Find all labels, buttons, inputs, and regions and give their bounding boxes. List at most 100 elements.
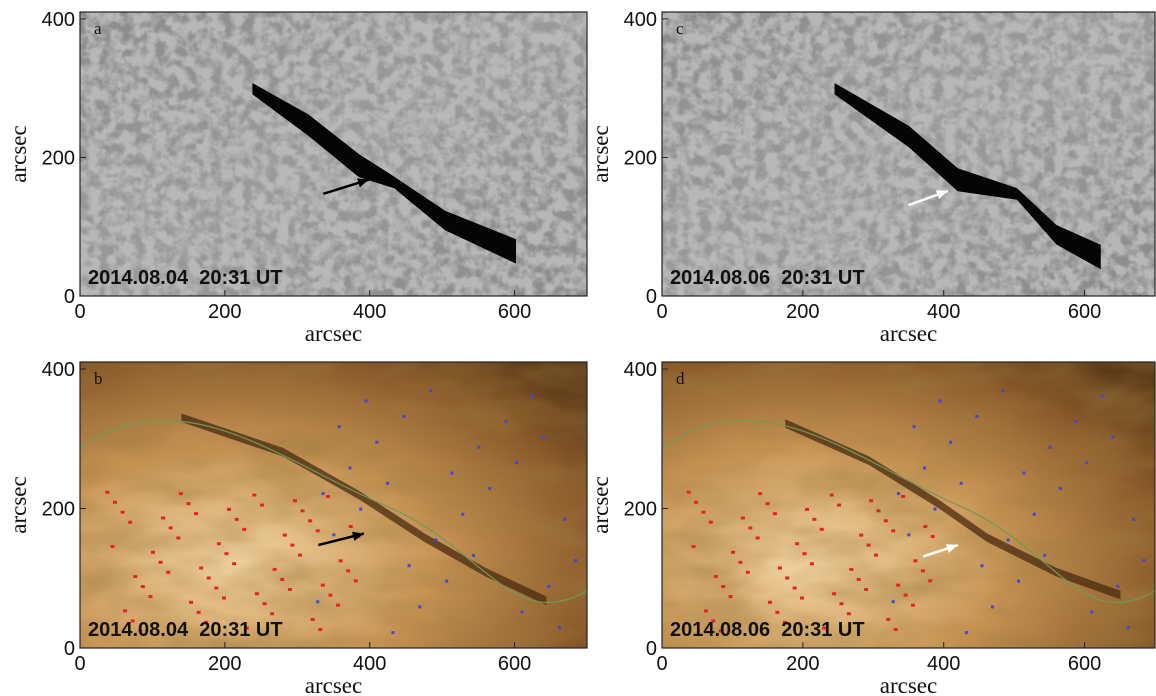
panel-letter: c (676, 19, 684, 38)
red-patch (782, 620, 787, 624)
red-patch (128, 520, 133, 524)
red-patch (928, 579, 933, 583)
y-tick-label: 400 (42, 9, 75, 31)
red-patch (353, 579, 358, 583)
red-patch (802, 552, 807, 556)
red-patch (903, 593, 908, 597)
red-patch (839, 602, 844, 606)
y-axis-label: arcsec (6, 125, 31, 182)
timestamp: 2014.08.06 20:31 UT (670, 267, 865, 289)
red-patch (819, 527, 824, 531)
red-patch (755, 536, 760, 540)
red-patch (244, 626, 249, 630)
red-patch (767, 600, 772, 604)
red-patch (829, 493, 834, 497)
red-patch (133, 575, 138, 579)
blue-patch (558, 625, 562, 629)
blue-patch (1022, 471, 1026, 475)
y-tick-label: 0 (64, 286, 75, 308)
red-patch (234, 517, 239, 521)
red-patch (189, 600, 194, 604)
red-patch (272, 567, 277, 571)
y-tick-label: 0 (646, 286, 657, 308)
blue-patch (1090, 610, 1094, 614)
red-patch (315, 529, 320, 533)
blue-patch (402, 414, 406, 418)
red-patch (930, 535, 935, 539)
image-texture (662, 362, 1155, 648)
red-patch (893, 627, 898, 631)
blue-patch (391, 631, 395, 635)
blue-patch (912, 425, 916, 429)
red-patch (328, 593, 333, 597)
y-tick-label: 200 (624, 147, 657, 169)
red-patch (287, 587, 292, 591)
blue-patch (520, 610, 524, 614)
red-patch (224, 552, 229, 556)
blue-patch (896, 492, 900, 496)
red-patch (282, 533, 287, 537)
y-tick-label: 200 (624, 498, 657, 520)
x-tick-label: 0 (656, 653, 667, 675)
timestamp: 2014.08.04 20:31 UT (88, 267, 283, 289)
blue-patch (1142, 559, 1146, 563)
timestamp: 2014.08.04 20:31 UT (88, 619, 283, 641)
x-axis-label: arcsec (880, 673, 937, 696)
arrow-head (945, 544, 958, 553)
x-tick-label: 600 (498, 301, 531, 323)
frame (79, 11, 588, 297)
red-patch (186, 502, 191, 506)
red-patch (214, 586, 219, 590)
y-axis-label: arcsec (588, 125, 613, 182)
x-tick-label: 0 (656, 301, 667, 323)
red-patch (777, 566, 782, 570)
arrow-head (935, 190, 948, 200)
red-patch (691, 545, 696, 549)
y-tick-label: 0 (64, 638, 75, 660)
blue-patch (959, 481, 963, 485)
red-patch (866, 543, 871, 547)
red-patch (713, 575, 718, 579)
red-patch (194, 512, 199, 516)
red-patch (849, 567, 854, 571)
contour (79, 419, 588, 604)
red-patch (721, 585, 726, 589)
x-tick-label: 400 (353, 653, 386, 675)
red-patch (242, 527, 247, 531)
red-patch (837, 503, 842, 507)
y-axis-label: arcsec (588, 476, 613, 533)
red-patch (150, 550, 155, 554)
filament (252, 83, 517, 264)
x-tick-label: 400 (927, 653, 960, 675)
red-patch (292, 499, 297, 503)
red-patch (711, 619, 716, 623)
x-tick-label: 600 (1068, 301, 1101, 323)
red-patch (199, 566, 204, 570)
blue-patch (1017, 579, 1021, 583)
blue-patch (1001, 389, 1005, 393)
red-patch (923, 525, 928, 529)
red-patch (832, 592, 837, 596)
y-tick-label: 400 (624, 359, 657, 381)
red-patch (738, 560, 743, 564)
frame (661, 361, 1156, 649)
red-patch (262, 602, 267, 606)
red-patch (748, 526, 753, 530)
blue-patch (332, 533, 336, 537)
red-patch (772, 512, 777, 516)
red-patch (216, 542, 221, 546)
red-patch (846, 612, 851, 616)
red-patch (800, 596, 805, 600)
red-patch (308, 519, 313, 523)
red-patch (876, 509, 881, 513)
blue-patch (891, 600, 895, 604)
red-patch (869, 499, 874, 503)
red-patch (259, 503, 264, 507)
red-patch (703, 609, 708, 613)
red-patch (873, 553, 878, 557)
x-tick-label: 200 (786, 653, 819, 675)
blue-patch (472, 553, 476, 557)
red-patch (140, 585, 145, 589)
